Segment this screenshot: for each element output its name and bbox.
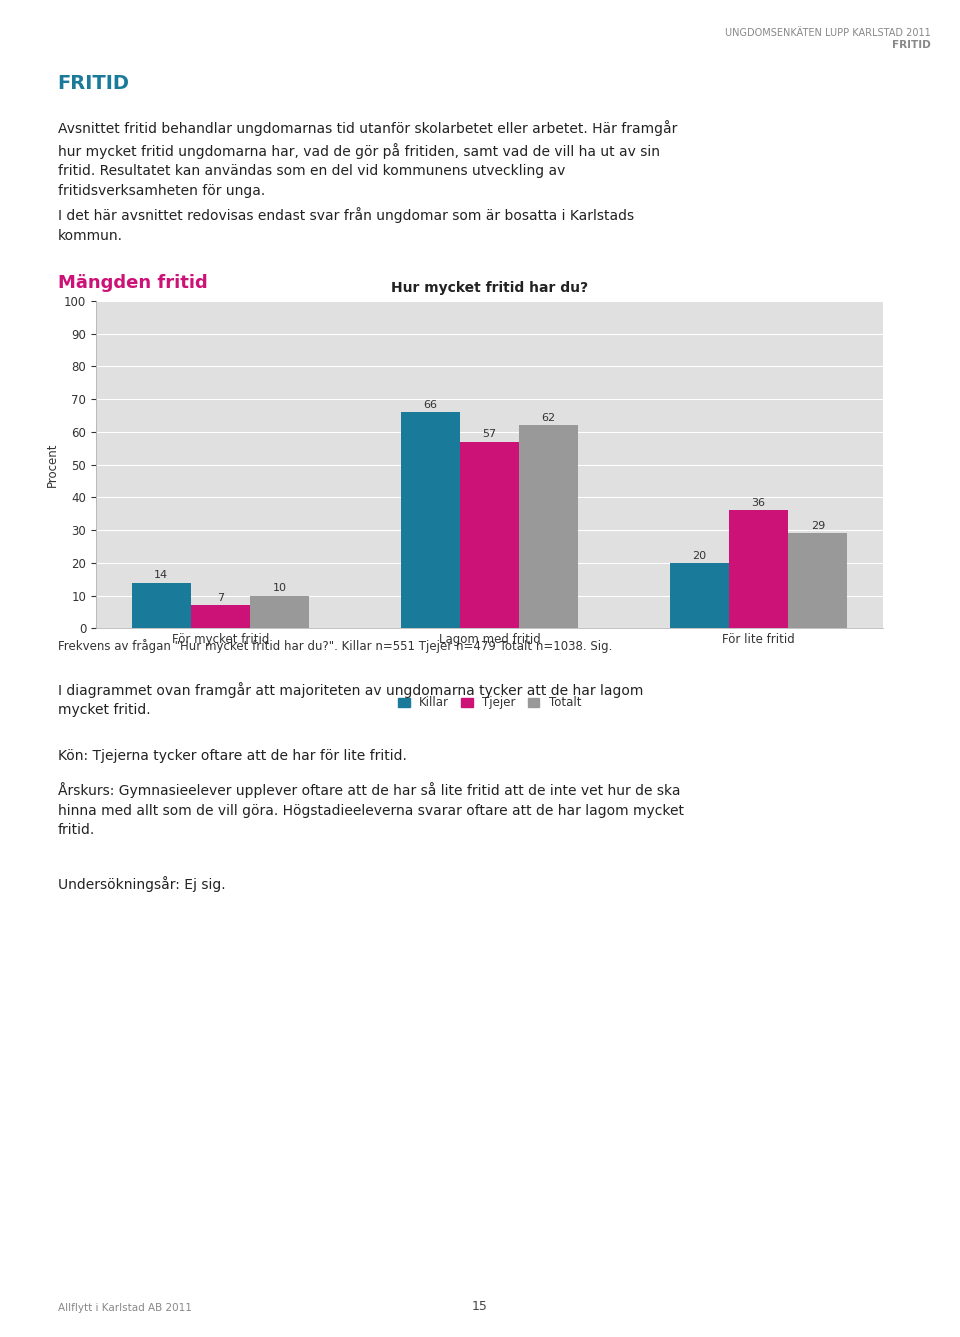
Text: Avsnittet fritid behandlar ungdomarnas tid utanför skolarbetet eller arbetet. Hä: Avsnittet fritid behandlar ungdomarnas t… xyxy=(58,120,677,198)
Text: 62: 62 xyxy=(541,413,556,422)
Bar xyxy=(729,511,788,628)
Bar xyxy=(401,412,460,628)
Bar xyxy=(132,583,191,628)
Text: 14: 14 xyxy=(155,571,168,580)
Text: FRITID: FRITID xyxy=(58,74,130,92)
Text: 7: 7 xyxy=(217,594,224,603)
Text: Årskurs: Gymnasieelever upplever oftare att de har så lite fritid att de inte ve: Årskurs: Gymnasieelever upplever oftare … xyxy=(58,782,684,837)
Legend: Killar, Tjejer, Totalt: Killar, Tjejer, Totalt xyxy=(394,691,586,714)
Text: 29: 29 xyxy=(810,521,825,531)
Text: FRITID: FRITID xyxy=(893,40,931,49)
Text: Allflytt i Karlstad AB 2011: Allflytt i Karlstad AB 2011 xyxy=(58,1304,191,1313)
Text: UNGDOMSENKÄTEN LUPP KARLSTAD 2011: UNGDOMSENKÄTEN LUPP KARLSTAD 2011 xyxy=(726,28,931,37)
Title: Hur mycket fritid har du?: Hur mycket fritid har du? xyxy=(391,282,588,295)
Text: 15: 15 xyxy=(472,1300,488,1313)
Bar xyxy=(251,596,309,628)
Text: 10: 10 xyxy=(273,583,287,594)
Text: Mängden fritid: Mängden fritid xyxy=(58,274,207,291)
Text: I det här avsnittet redovisas endast svar från ungdomar som är bosatta i Karlsta: I det här avsnittet redovisas endast sva… xyxy=(58,207,634,243)
Bar xyxy=(191,606,251,628)
Text: Kön: Tjejerna tycker oftare att de har för lite fritid.: Kön: Tjejerna tycker oftare att de har f… xyxy=(58,749,406,762)
Y-axis label: Procent: Procent xyxy=(45,443,59,487)
Text: 57: 57 xyxy=(483,429,496,440)
Bar xyxy=(670,563,729,628)
Text: 66: 66 xyxy=(423,400,438,410)
Bar xyxy=(519,425,578,628)
Text: Frekvens av frågan "Hur mycket fritid har du?". Killar n=551 Tjejer n=479 Totalt: Frekvens av frågan "Hur mycket fritid ha… xyxy=(58,639,612,652)
Bar xyxy=(460,441,519,628)
Text: I diagrammet ovan framgår att majoriteten av ungdomarna tycker att de har lagom
: I diagrammet ovan framgår att majoritete… xyxy=(58,682,643,718)
Text: Undersökningsår: Ej sig.: Undersökningsår: Ej sig. xyxy=(58,876,226,892)
Text: 20: 20 xyxy=(692,551,707,560)
Text: 36: 36 xyxy=(752,499,766,508)
Bar xyxy=(788,533,848,628)
